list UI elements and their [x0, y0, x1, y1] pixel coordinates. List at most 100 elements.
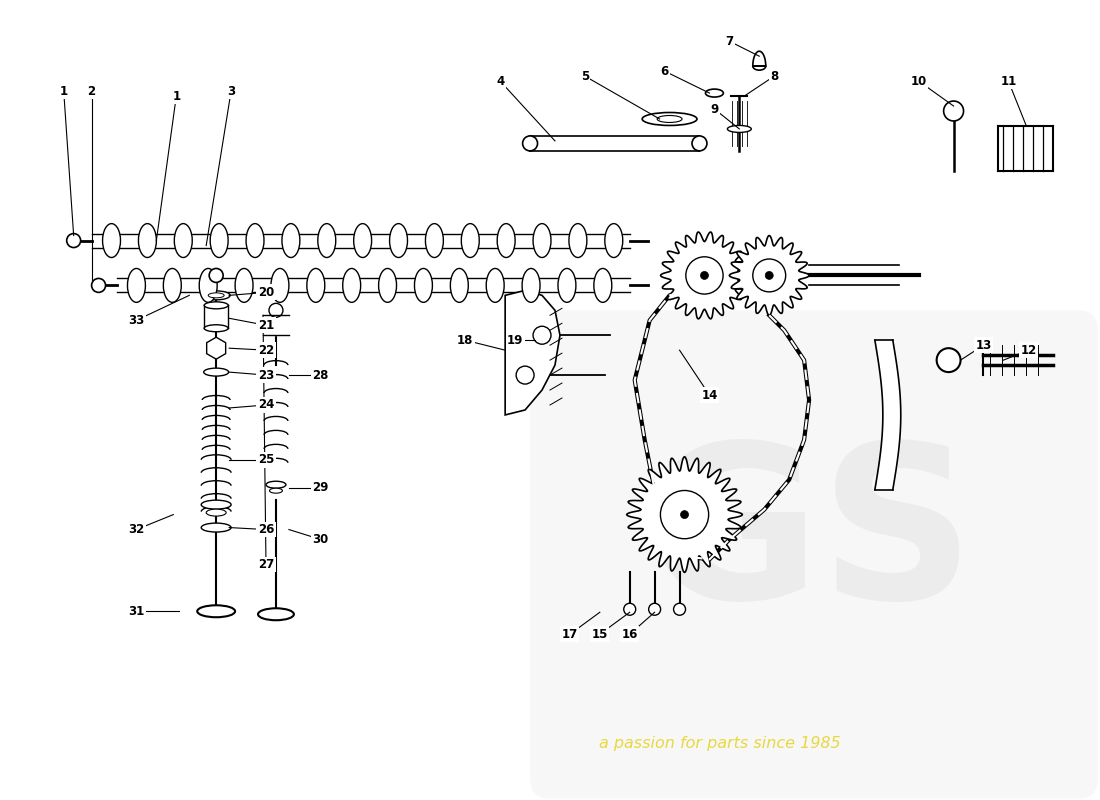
Ellipse shape	[174, 224, 192, 258]
FancyBboxPatch shape	[530, 310, 1098, 798]
Text: 18: 18	[458, 334, 473, 346]
Polygon shape	[752, 51, 766, 66]
Ellipse shape	[450, 269, 469, 302]
Ellipse shape	[318, 224, 336, 258]
Ellipse shape	[205, 325, 228, 332]
Text: 8: 8	[770, 70, 779, 82]
Ellipse shape	[522, 269, 540, 302]
Circle shape	[692, 136, 707, 151]
Ellipse shape	[727, 126, 751, 133]
Ellipse shape	[205, 302, 228, 309]
Ellipse shape	[128, 269, 145, 302]
Polygon shape	[729, 235, 810, 315]
Circle shape	[516, 366, 535, 384]
Polygon shape	[505, 290, 560, 415]
Ellipse shape	[210, 224, 228, 258]
Ellipse shape	[208, 293, 224, 298]
Text: 32: 32	[129, 523, 144, 536]
Text: 17: 17	[562, 628, 579, 641]
Ellipse shape	[569, 224, 587, 258]
Text: 19: 19	[507, 334, 524, 346]
Ellipse shape	[354, 224, 372, 258]
Ellipse shape	[199, 269, 217, 302]
Text: a passion for parts since 1985: a passion for parts since 1985	[598, 736, 840, 751]
Circle shape	[624, 603, 636, 615]
Ellipse shape	[605, 224, 623, 258]
Ellipse shape	[534, 224, 551, 258]
Ellipse shape	[307, 269, 324, 302]
Text: 29: 29	[312, 481, 329, 494]
Ellipse shape	[266, 482, 286, 488]
Text: 10: 10	[911, 74, 927, 88]
Ellipse shape	[197, 606, 235, 618]
Text: GS: GS	[644, 435, 975, 644]
Circle shape	[270, 303, 283, 318]
Ellipse shape	[752, 62, 766, 70]
Circle shape	[937, 348, 960, 372]
Ellipse shape	[206, 509, 227, 516]
Text: 30: 30	[312, 533, 329, 546]
Text: 12: 12	[1020, 344, 1036, 357]
Ellipse shape	[202, 291, 230, 300]
Ellipse shape	[378, 269, 396, 302]
Text: 1: 1	[173, 90, 180, 102]
Ellipse shape	[201, 523, 231, 532]
Ellipse shape	[461, 224, 480, 258]
Ellipse shape	[204, 368, 229, 376]
Ellipse shape	[102, 224, 121, 258]
Ellipse shape	[246, 224, 264, 258]
Circle shape	[944, 101, 964, 121]
Text: 21: 21	[257, 318, 274, 332]
Text: 27: 27	[257, 558, 274, 571]
Ellipse shape	[497, 224, 515, 258]
Text: 5: 5	[581, 70, 589, 82]
Text: 9: 9	[711, 102, 718, 115]
Text: 6: 6	[660, 65, 669, 78]
Circle shape	[752, 259, 785, 292]
Ellipse shape	[258, 608, 294, 620]
Circle shape	[660, 490, 708, 538]
Text: 2: 2	[88, 85, 96, 98]
Circle shape	[649, 603, 661, 615]
Circle shape	[209, 269, 223, 282]
Ellipse shape	[657, 115, 682, 122]
Ellipse shape	[271, 269, 289, 302]
Text: 3: 3	[227, 85, 235, 98]
Ellipse shape	[558, 269, 576, 302]
Circle shape	[534, 326, 551, 344]
Text: 15: 15	[592, 628, 608, 641]
Text: 16: 16	[621, 628, 638, 641]
Circle shape	[91, 278, 106, 292]
Polygon shape	[661, 232, 748, 319]
Ellipse shape	[486, 269, 504, 302]
Text: 1: 1	[59, 85, 68, 98]
Text: 28: 28	[312, 369, 329, 382]
Text: 26: 26	[257, 523, 274, 536]
Text: 25: 25	[257, 454, 274, 466]
Text: 7: 7	[725, 34, 734, 48]
Ellipse shape	[343, 269, 361, 302]
Text: 33: 33	[129, 314, 144, 326]
Text: 22: 22	[257, 344, 274, 357]
Text: 14: 14	[702, 389, 717, 402]
Ellipse shape	[270, 488, 283, 493]
Text: 23: 23	[257, 369, 274, 382]
Polygon shape	[207, 338, 226, 359]
Circle shape	[685, 257, 723, 294]
Text: 4: 4	[496, 74, 504, 88]
Ellipse shape	[201, 500, 231, 509]
Text: 11: 11	[1000, 74, 1016, 88]
Ellipse shape	[163, 269, 182, 302]
Text: 20: 20	[257, 286, 274, 299]
Ellipse shape	[594, 269, 612, 302]
Circle shape	[522, 136, 538, 151]
Ellipse shape	[415, 269, 432, 302]
Polygon shape	[627, 457, 743, 572]
Circle shape	[766, 271, 773, 279]
Ellipse shape	[705, 89, 724, 97]
Circle shape	[701, 271, 708, 279]
Circle shape	[681, 510, 689, 518]
Text: 31: 31	[129, 605, 144, 618]
Circle shape	[673, 603, 685, 615]
Ellipse shape	[426, 224, 443, 258]
